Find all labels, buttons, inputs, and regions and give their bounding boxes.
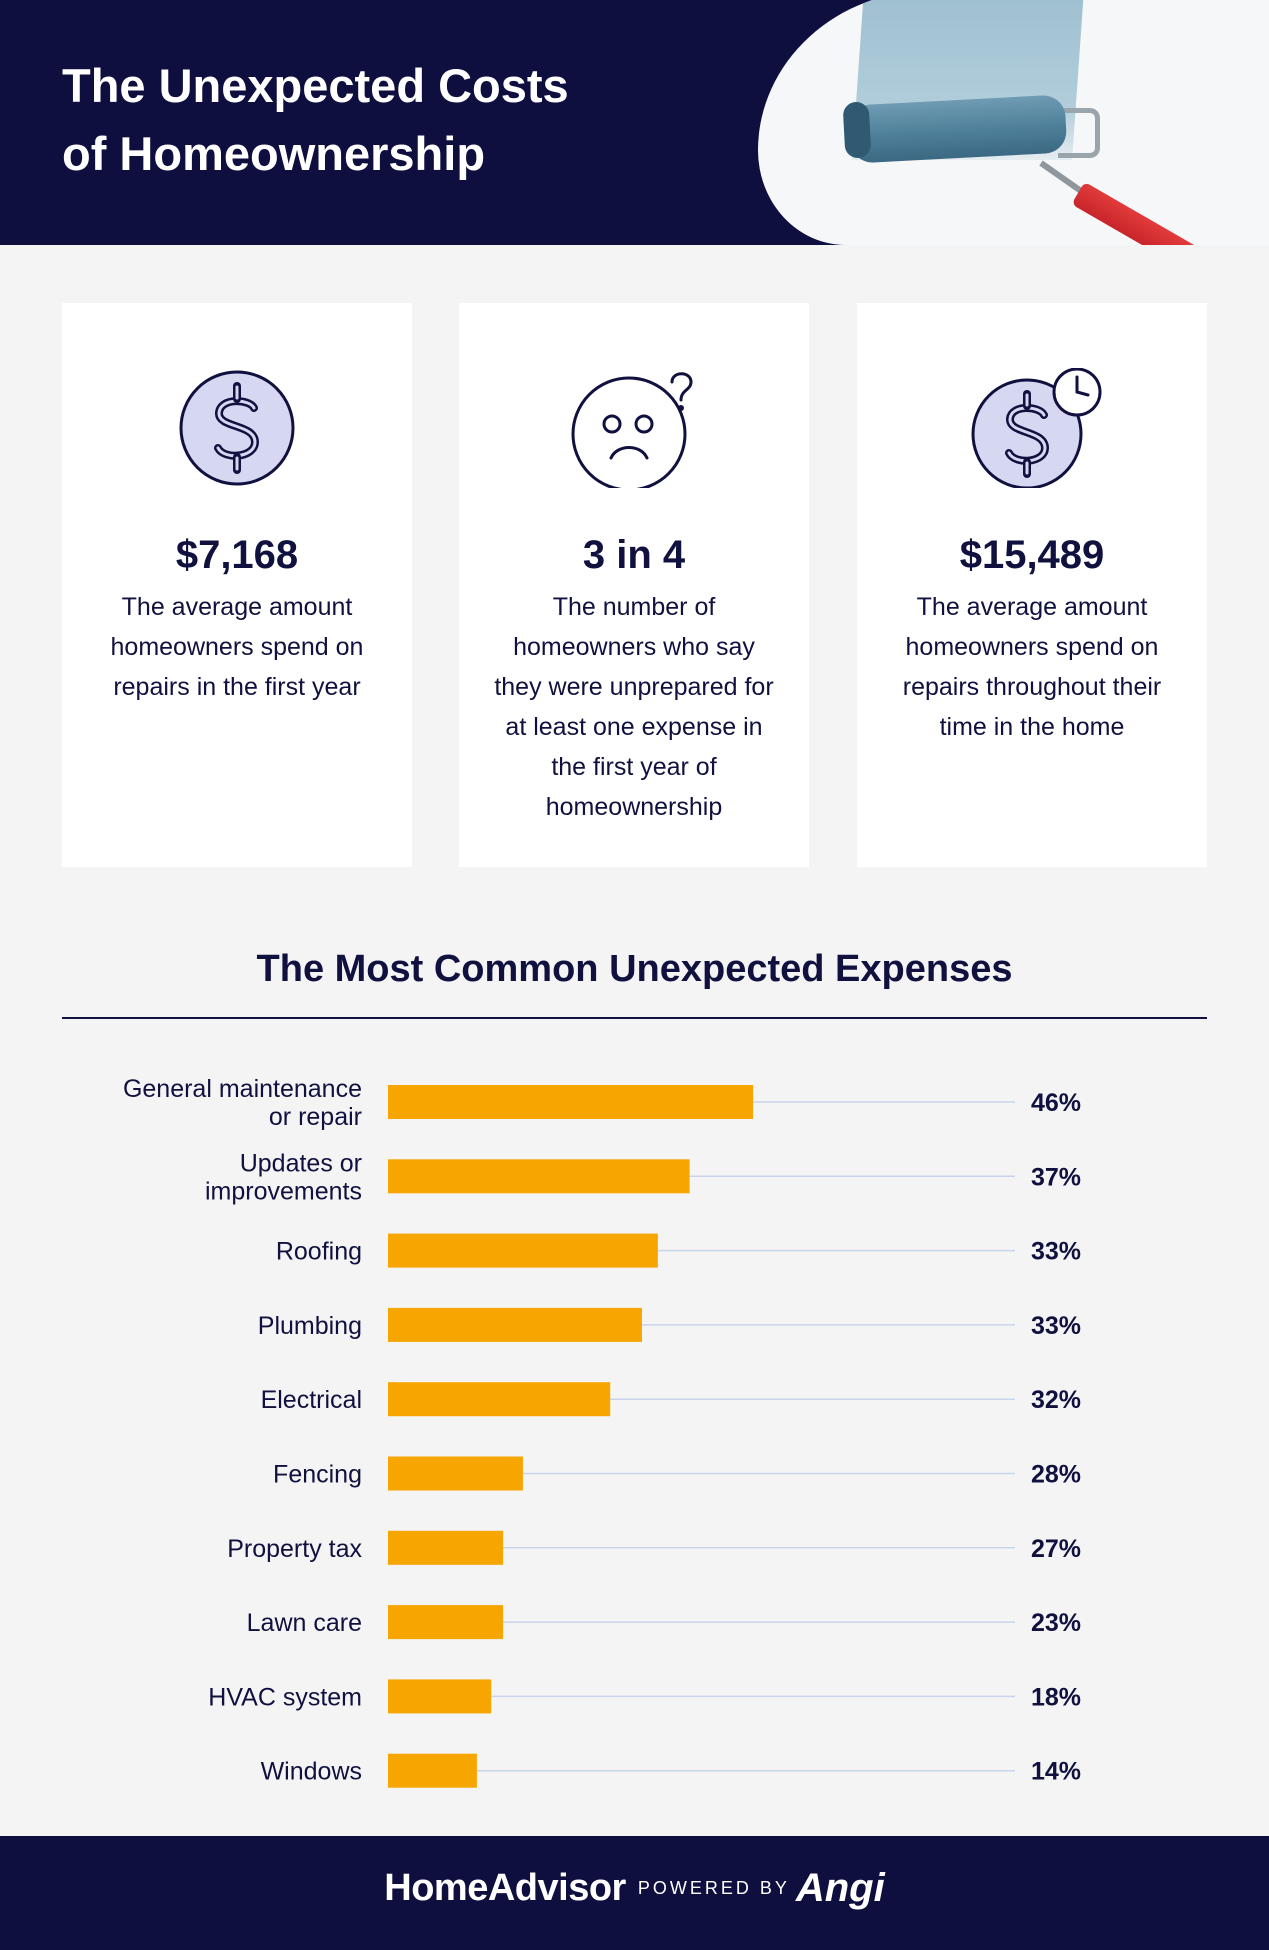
- value-label: 33%: [1031, 1238, 1081, 1266]
- category-label: Windows: [261, 1758, 362, 1786]
- category-label: General maintenance or repair: [123, 1075, 362, 1131]
- category-label: Property tax: [227, 1535, 362, 1563]
- bar-row: Fencing 28%: [273, 1456, 1081, 1491]
- page-title-line-1: The Unexpected Costs: [62, 59, 569, 112]
- header-banner: The Unexpected Costs of Homeownership: [0, 0, 1269, 245]
- chart-title: The Most Common Unexpected Expenses: [256, 948, 1013, 990]
- bar: [388, 1456, 523, 1491]
- bar: [388, 1307, 642, 1342]
- value-label: 18%: [1031, 1683, 1081, 1711]
- category-label: Plumbing: [258, 1312, 362, 1340]
- roller-cover: [848, 94, 1068, 164]
- value-label: 46%: [1031, 1089, 1081, 1117]
- bar: [388, 1753, 477, 1788]
- bar-row: Plumbing 33%: [258, 1307, 1081, 1342]
- value-label: 27%: [1031, 1535, 1081, 1563]
- category-label: Roofing: [276, 1238, 362, 1266]
- value-label: 32%: [1031, 1386, 1081, 1414]
- bar: [388, 1233, 658, 1268]
- stat-card-first-year: $7,168 The average amount homeowners spe…: [62, 303, 412, 867]
- brand-logo: HomeAdvisor POWERED BY Angi: [0, 1866, 1269, 1911]
- bar-row: Updates or improvements 37%: [205, 1149, 1081, 1205]
- stat-value: $15,489: [959, 533, 1105, 577]
- value-label: 37%: [1031, 1163, 1081, 1191]
- stat-description: The average amount homeowners spend on r…: [902, 593, 1162, 741]
- bar: [388, 1085, 754, 1119]
- bar-row: Windows 14%: [261, 1753, 1081, 1788]
- brand-partner: Angi: [795, 1866, 885, 1910]
- value-label: 23%: [1031, 1609, 1081, 1637]
- stat-description: The average amount homeowners spend on r…: [110, 593, 364, 701]
- paint-roller-image: [758, 0, 1269, 245]
- page-title: The Unexpected Costs of Homeownership: [62, 52, 682, 188]
- stat-value: 3 in 4: [582, 533, 686, 577]
- worried-face-icon: [559, 368, 709, 488]
- bar-row: General maintenance or repair 46%: [123, 1075, 1081, 1131]
- dollar-coin-icon: [162, 368, 312, 488]
- category-label: Electrical: [261, 1386, 362, 1414]
- value-label: 33%: [1031, 1312, 1081, 1340]
- roller-frame: [1058, 108, 1100, 158]
- bar-row: Roofing 33%: [276, 1233, 1081, 1268]
- bar-row: HVAC system 18%: [208, 1679, 1081, 1714]
- bar: [388, 1382, 611, 1417]
- footer-banner: HomeAdvisor POWERED BY Angi: [0, 1836, 1269, 1950]
- bar: [388, 1530, 504, 1565]
- expenses-bar-chart: General maintenance or repair 46% Updates o…: [123, 1075, 1081, 1788]
- value-label: 28%: [1031, 1461, 1081, 1489]
- page-title-line-2: of Homeownership: [62, 127, 486, 180]
- stat-description: The number of homeowners who say they we…: [494, 593, 774, 821]
- bar: [388, 1159, 690, 1194]
- category-label: Updates or improvements: [205, 1149, 362, 1205]
- category-label: Fencing: [273, 1461, 362, 1489]
- bar: [388, 1605, 504, 1640]
- bar-row: Electrical 32%: [261, 1382, 1081, 1417]
- bar-row: Property tax 27%: [227, 1530, 1081, 1565]
- value-label: 14%: [1031, 1758, 1081, 1786]
- category-label: Lawn care: [247, 1609, 362, 1637]
- stat-card-lifetime: $15,489 The average amount homeowners sp…: [857, 303, 1207, 867]
- bar: [388, 1679, 492, 1714]
- brand-name: HomeAdvisor: [384, 1867, 626, 1909]
- roller-handle: [1071, 181, 1206, 245]
- chart-divider: [62, 1017, 1207, 1019]
- brand-powered-by: POWERED BY: [637, 1878, 790, 1898]
- dollar-clock-icon: [957, 368, 1107, 488]
- stat-value: $7,168: [175, 533, 299, 577]
- bar-row: Lawn care 23%: [247, 1605, 1081, 1640]
- stat-card-unprepared: 3 in 4 The number of homeowners who say …: [459, 303, 809, 867]
- roller-end: [842, 101, 872, 159]
- category-label: HVAC system: [208, 1683, 362, 1711]
